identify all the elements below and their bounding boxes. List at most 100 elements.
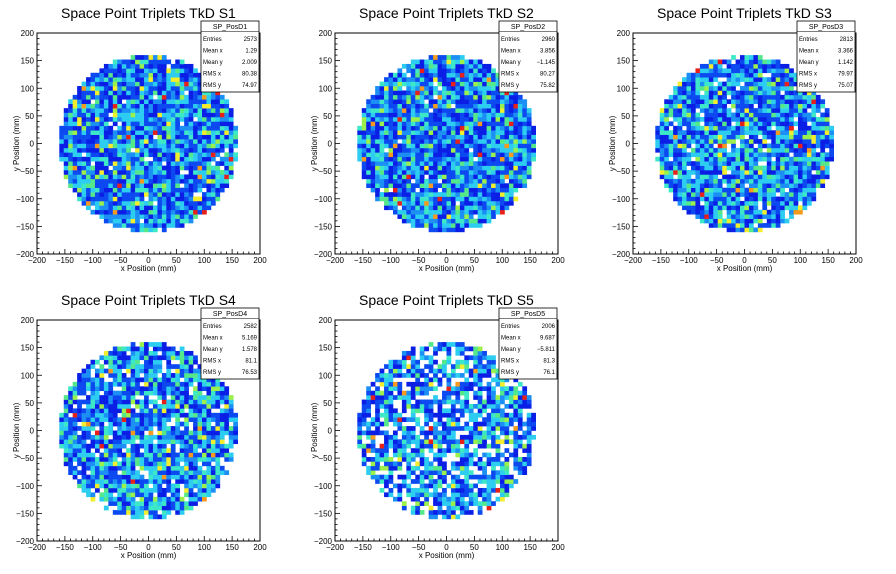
histogram-bin: [121, 196, 127, 202]
histogram-bin: [464, 183, 470, 188]
histogram-bin: [193, 196, 198, 202]
histogram-bin: [94, 457, 100, 462]
histogram-bin: [459, 227, 465, 233]
histogram-bin: [491, 112, 496, 118]
histogram-bin: [789, 196, 794, 202]
histogram-bin: [81, 439, 87, 445]
histogram-bin: [228, 143, 234, 149]
histogram-bin: [90, 200, 96, 206]
histogram-bin: [81, 377, 87, 383]
histogram-bin: [762, 178, 768, 184]
histogram-bin: [735, 72, 741, 78]
histogram-bin: [210, 103, 216, 109]
histogram-bin: [184, 178, 189, 184]
histogram-bin: [135, 501, 140, 506]
histogram-bin: [188, 68, 194, 74]
histogram-bin: [757, 209, 763, 215]
histogram-bin: [210, 116, 216, 122]
y-tick-label: −200: [612, 250, 631, 259]
histogram-bin: [108, 465, 114, 471]
histogram-bin: [170, 465, 176, 471]
histogram-bin: [126, 439, 131, 445]
histogram-bin: [433, 165, 438, 171]
histogram-bin: [699, 63, 705, 69]
histogram-bin: [361, 116, 367, 122]
histogram-bin: [188, 94, 194, 100]
histogram-bin: [775, 196, 781, 202]
histogram-bin: [157, 417, 163, 422]
histogram-bin: [161, 227, 167, 233]
histogram-bin: [735, 108, 741, 113]
histogram-bin: [433, 156, 438, 162]
histogram-bin: [735, 156, 741, 162]
histogram-bin: [491, 116, 496, 122]
histogram-bin: [112, 178, 118, 184]
histogram-bin: [130, 457, 136, 462]
histogram-bin: [188, 81, 194, 87]
histogram-bin: [139, 350, 145, 356]
histogram-bin: [210, 170, 216, 175]
histogram-bin: [117, 368, 123, 374]
histogram-bin: [766, 214, 772, 219]
histogram-bin: [731, 165, 736, 171]
histogram-bin: [179, 205, 185, 211]
histogram-bin: [161, 156, 167, 162]
histogram-bin: [450, 156, 456, 162]
histogram-bin: [419, 72, 425, 78]
histogram-bin: [152, 342, 158, 347]
histogram-bin: [193, 205, 198, 211]
histogram-bin: [148, 130, 154, 135]
histogram-bin: [384, 165, 389, 171]
histogram-bin: [148, 178, 154, 184]
histogram-bin: [513, 116, 519, 122]
histogram-bin: [744, 86, 750, 91]
histogram-bin: [513, 130, 519, 135]
histogram-bin: [370, 116, 376, 122]
histogram-bin: [757, 72, 763, 78]
histogram-bin: [392, 165, 398, 171]
histogram-bin: [673, 196, 678, 202]
histogram-bin: [446, 81, 452, 87]
histogram-bin: [424, 218, 429, 224]
histogram-bin: [108, 390, 114, 396]
histogram-bin: [690, 165, 696, 171]
histogram-bin: [798, 103, 803, 109]
histogram-bin: [459, 112, 465, 118]
histogram-bin: [664, 161, 669, 166]
histogram-bin: [81, 465, 87, 471]
histogram-bin: [410, 139, 416, 144]
histogram-bin: [375, 94, 380, 100]
histogram-bin: [148, 465, 154, 471]
histogram-bin: [717, 99, 723, 105]
histogram-bin: [704, 165, 710, 171]
histogram-bin: [161, 165, 167, 171]
histogram-bin: [161, 457, 167, 462]
histogram-bin: [121, 223, 127, 228]
histogram-bin: [86, 417, 91, 422]
histogram-bin: [673, 187, 678, 193]
histogram-bin: [179, 386, 185, 392]
histogram-bin: [771, 90, 777, 96]
histogram-bin: [740, 116, 745, 122]
histogram-bin: [144, 373, 149, 378]
histogram-bin: [468, 121, 474, 127]
histogram-bin: [68, 108, 73, 113]
histogram-bin: [468, 223, 474, 228]
histogram-bin: [753, 139, 759, 144]
histogram-bin: [188, 156, 194, 162]
histogram-bin: [94, 421, 100, 427]
histogram-bin: [139, 147, 145, 153]
histogram-bin: [789, 174, 794, 180]
histogram-bin: [744, 170, 750, 175]
histogram-bin: [806, 187, 812, 193]
y-axis-label: y Position (mm): [310, 115, 319, 171]
histogram-bin: [135, 412, 140, 418]
histogram-bin: [459, 178, 465, 184]
histogram-bin: [135, 161, 140, 166]
histogram-bin: [117, 496, 123, 502]
histogram-bin: [482, 81, 487, 87]
histogram-bin: [99, 94, 105, 100]
histogram-bin: [90, 152, 96, 158]
histogram-bin: [170, 390, 176, 396]
histogram-bin: [766, 94, 772, 100]
